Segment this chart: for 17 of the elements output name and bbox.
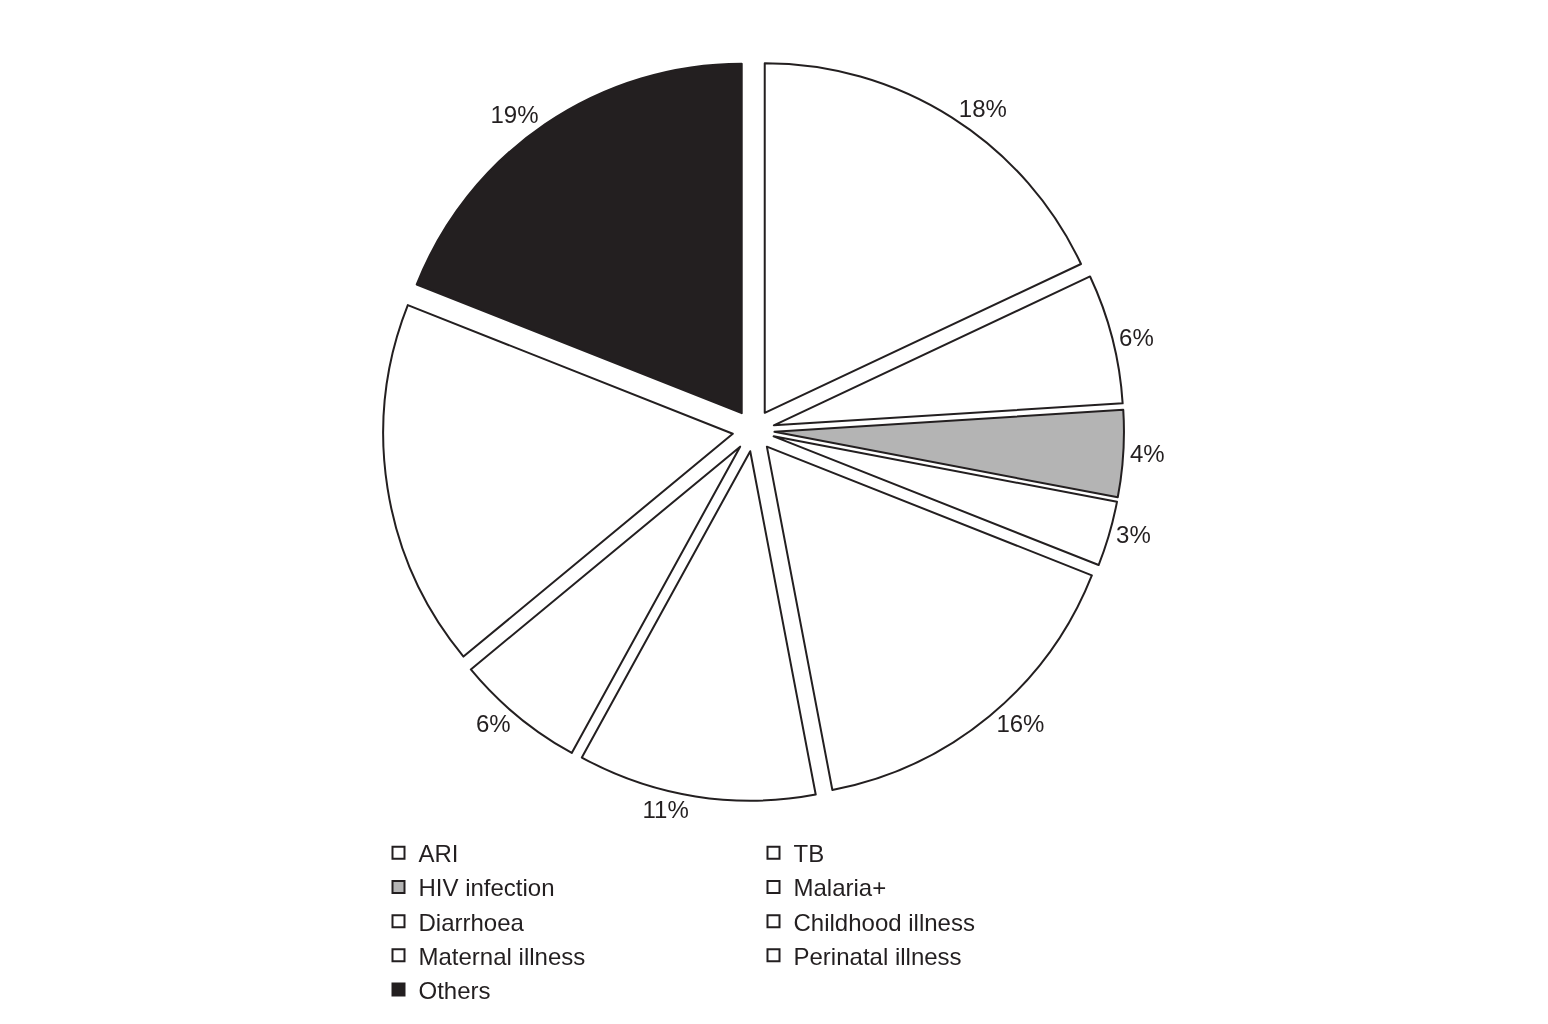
legend-label: Others — [418, 976, 491, 1004]
data-label: 18% — [958, 94, 1007, 122]
legend-label: TB — [793, 840, 825, 868]
legend-label: Maternal illness — [418, 942, 586, 970]
legend-label: Diarrhoea — [418, 908, 525, 936]
data-label: 6% — [475, 710, 511, 738]
legend-label: HIV infection — [418, 874, 555, 902]
legend-label: Malaria+ — [793, 874, 887, 902]
data-label: 3% — [1116, 521, 1151, 549]
data-label: 16% — [996, 710, 1045, 738]
data-label: 11% — [642, 796, 689, 824]
data-label: 6% — [1119, 324, 1154, 352]
legend-label: Childhood illness — [793, 908, 975, 936]
legend-label: Perinatal illness — [793, 942, 962, 970]
legend-label: ARI — [418, 840, 459, 868]
data-label: 4% — [1130, 440, 1165, 468]
data-label: 19% — [490, 101, 539, 129]
